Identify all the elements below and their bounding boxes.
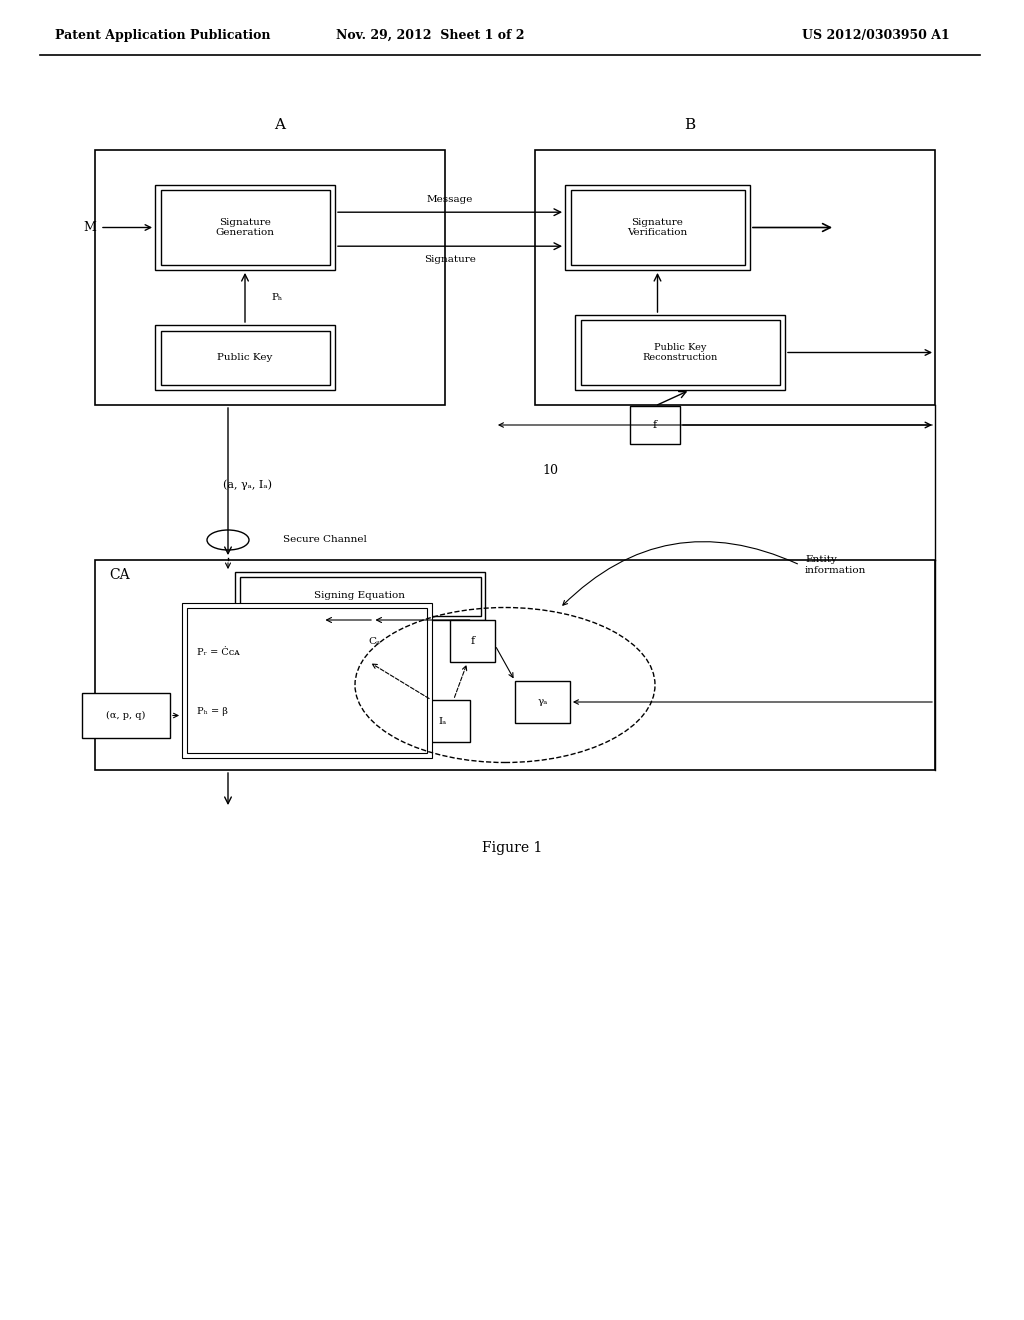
Text: Entity
information: Entity information — [805, 556, 866, 574]
Text: Pₕ: Pₕ — [271, 293, 283, 302]
Bar — [182, 603, 432, 758]
Bar — [581, 321, 779, 384]
Text: Iₐ: Iₐ — [438, 717, 446, 726]
Bar — [95, 150, 445, 405]
Text: B: B — [684, 117, 695, 132]
Bar — [82, 693, 170, 738]
Bar — [565, 185, 750, 271]
Bar — [450, 620, 495, 663]
Text: Signature
Generation: Signature Generation — [215, 218, 274, 238]
Bar — [187, 609, 427, 752]
Text: Signature: Signature — [424, 255, 476, 264]
Text: US 2012/0303950 A1: US 2012/0303950 A1 — [802, 29, 950, 41]
Text: Signing Equation: Signing Equation — [314, 591, 406, 601]
Text: Secure Channel: Secure Channel — [283, 536, 367, 544]
Text: (α, p, q): (α, p, q) — [106, 711, 145, 721]
Text: Pᵣ = Ċᴄᴀ: Pᵣ = Ċᴄᴀ — [197, 648, 240, 657]
Text: Public Key
Reconstruction: Public Key Reconstruction — [642, 343, 718, 362]
Text: γₐ: γₐ — [538, 697, 548, 706]
Bar — [155, 185, 335, 271]
Bar — [575, 315, 785, 389]
Text: Signature
Verification: Signature Verification — [628, 218, 688, 238]
Text: f: f — [470, 636, 474, 645]
Bar — [240, 577, 480, 615]
Bar — [161, 330, 330, 384]
Bar — [570, 190, 744, 264]
Bar — [415, 700, 470, 742]
Bar — [234, 572, 485, 620]
Bar — [155, 325, 335, 389]
Bar — [345, 620, 403, 663]
Text: 10: 10 — [542, 463, 558, 477]
Text: Message: Message — [427, 195, 473, 203]
Text: Public Key: Public Key — [217, 352, 272, 362]
Text: (a, γₐ, Iₐ): (a, γₐ, Iₐ) — [223, 479, 272, 490]
Bar — [515, 681, 570, 723]
Text: f: f — [653, 420, 657, 430]
Bar — [161, 190, 330, 264]
Bar — [535, 150, 935, 405]
Text: Pₕ = β: Pₕ = β — [197, 708, 228, 715]
Bar — [95, 560, 935, 770]
Bar — [630, 407, 680, 444]
Text: A: A — [274, 117, 286, 132]
Text: Patent Application Publication: Patent Application Publication — [55, 29, 270, 41]
Text: M: M — [84, 220, 96, 234]
Text: CA: CA — [110, 568, 130, 582]
Text: Nov. 29, 2012  Sheet 1 of 2: Nov. 29, 2012 Sheet 1 of 2 — [336, 29, 524, 41]
Text: Cₐ: Cₐ — [368, 636, 380, 645]
Text: Figure 1: Figure 1 — [482, 841, 542, 855]
